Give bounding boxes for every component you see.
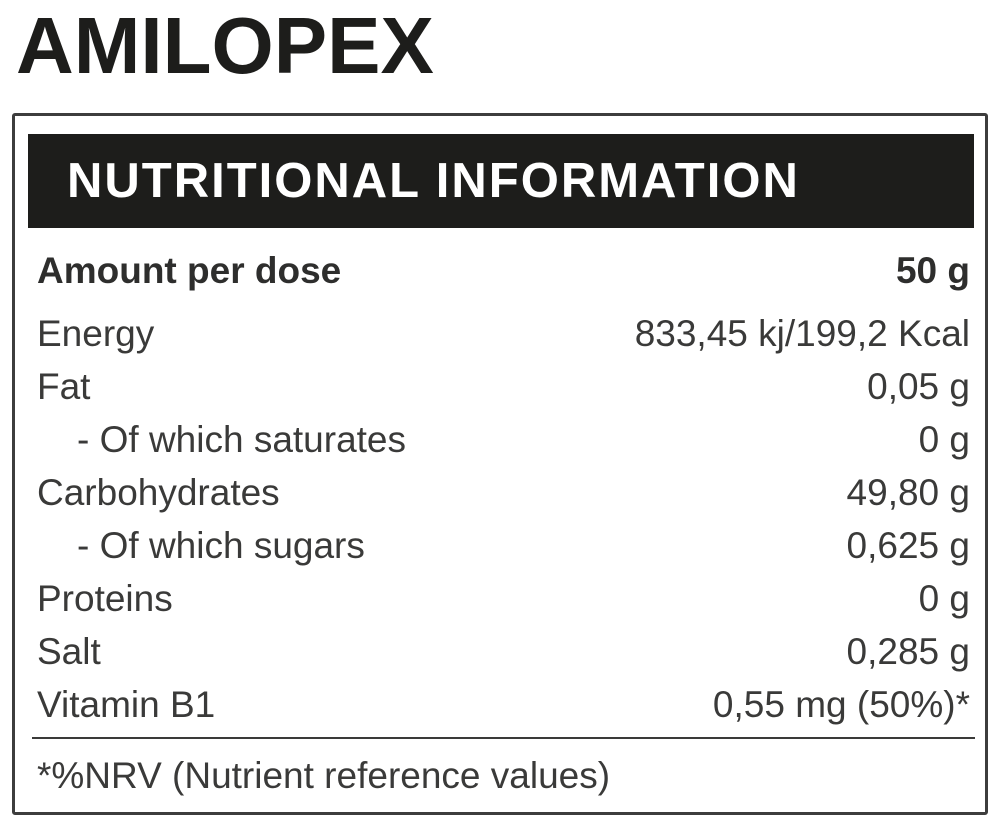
nutrient-label: - Of which saturates	[77, 419, 407, 460]
nutrient-label: Proteins	[37, 578, 173, 619]
nutrient-value: 0 g	[918, 419, 970, 460]
serving-value: 50 g	[895, 249, 970, 291]
nutrient-row-saturates: - Of which saturates 0 g	[37, 413, 970, 466]
nutrient-row-fat: Fat 0,05 g	[37, 360, 970, 413]
nutrition-rows-area: Amount per dose 50 g Energy 833,45 kj/19…	[15, 241, 985, 731]
nutrient-value: 0 g	[918, 578, 970, 619]
product-title: AMILOPEX	[16, 1, 434, 90]
nutrient-row-proteins: Proteins 0 g	[37, 572, 970, 625]
footnote-text: *%NRV (Nutrient reference values)	[37, 755, 611, 796]
nutrition-header-bar: NUTRITIONAL INFORMATION	[28, 134, 974, 228]
nutrient-value: 0,05 g	[867, 366, 970, 407]
nutrition-panel: NUTRITIONAL INFORMATION Amount per dose …	[12, 113, 988, 815]
nutrient-row-vitamin-b1: Vitamin B1 0,55 mg (50%)*	[37, 678, 970, 731]
nutrient-value: 833,45 kj/199,2 Kcal	[634, 313, 970, 354]
nutrient-value: 49,80 g	[846, 472, 970, 513]
nutrient-row-salt: Salt 0,285 g	[37, 625, 970, 678]
nutrient-label: Vitamin B1	[37, 684, 216, 725]
nutrient-label: Carbohydrates	[37, 472, 280, 513]
nutrient-label: Energy	[37, 313, 155, 354]
nutrient-label: Salt	[37, 631, 101, 672]
nutrient-row-sugars: - Of which sugars 0,625 g	[37, 519, 970, 572]
nutrient-row-carbohydrates: Carbohydrates 49,80 g	[37, 466, 970, 519]
serving-row: Amount per dose 50 g	[37, 241, 970, 299]
nutrient-row-energy: Energy 833,45 kj/199,2 Kcal	[37, 307, 970, 360]
serving-label: Amount per dose	[37, 249, 342, 291]
nutrient-value: 0,285 g	[846, 631, 970, 672]
nutrient-label: Fat	[37, 366, 91, 407]
footnote-divider	[32, 737, 975, 739]
nutrition-header-title: NUTRITIONAL INFORMATION	[67, 154, 800, 208]
nutrient-value: 0,55 mg (50%)*	[712, 684, 970, 725]
nutrient-value: 0,625 g	[846, 525, 970, 566]
nutrient-label: - Of which sugars	[77, 525, 365, 566]
